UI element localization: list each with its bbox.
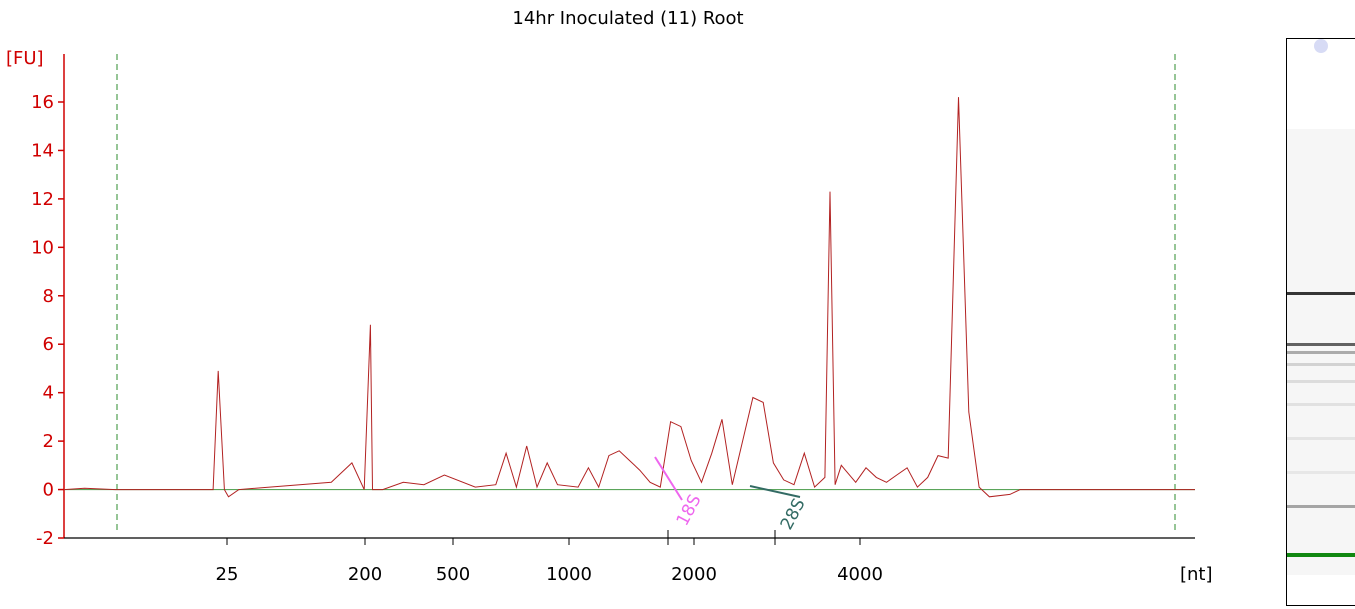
gel-band [1287,342,1355,346]
gel-image [1286,38,1355,606]
gel-band [1287,351,1355,355]
y-tick-label: 0 [43,480,54,501]
marker-18s-label: 18S [673,491,706,529]
gel-band [1287,470,1355,474]
x-tick-label: 1000 [546,564,592,585]
x-tick-label: 500 [436,564,470,585]
gel-marker-dot [1314,39,1328,53]
peak-markers: 18S 28S [654,456,810,533]
gel-band [1287,402,1355,406]
gel-band [1287,362,1355,366]
marker-28s-label: 28S [777,495,810,533]
gel-band [1287,379,1355,383]
electropherogram-chart: 14hr Inoculated (11) Root [FU] [nt] -2 0 2… [6,8,1213,585]
y-axis: -2 0 2 4 6 8 10 12 14 16 [31,54,65,549]
y-tick-label: 4 [43,383,54,404]
y-tick-label: 8 [43,286,54,307]
marker-18s-line [654,456,683,501]
x-tick-label: 25 [216,564,239,585]
gel-band [1287,291,1355,295]
y-tick-label: 12 [31,189,54,210]
gel-band [1287,504,1355,508]
y-tick-label: 2 [43,431,54,452]
fluorescence-trace [63,97,1195,498]
y-tick-label: 16 [31,92,54,113]
gel-lane [1287,129,1355,575]
y-tick-label: 10 [31,237,54,258]
x-axis: 25 200 500 1000 2000 4000 [64,530,1195,585]
y-tick-label: 6 [43,334,54,355]
x-tick-label: 200 [348,564,382,585]
y-tick-label: 14 [31,140,54,161]
y-tick-label: -2 [36,528,54,549]
x-tick-label: 4000 [837,564,883,585]
gel-band [1287,436,1355,440]
chart-title: 14hr Inoculated (11) Root [512,8,743,29]
x-tick-label: 2000 [671,564,717,585]
x-axis-unit: [nt] [1180,564,1213,585]
gel-band [1287,553,1355,557]
y-axis-unit: [FU] [6,48,44,69]
plot-area [63,54,1195,530]
marker-28s-line [749,485,801,498]
